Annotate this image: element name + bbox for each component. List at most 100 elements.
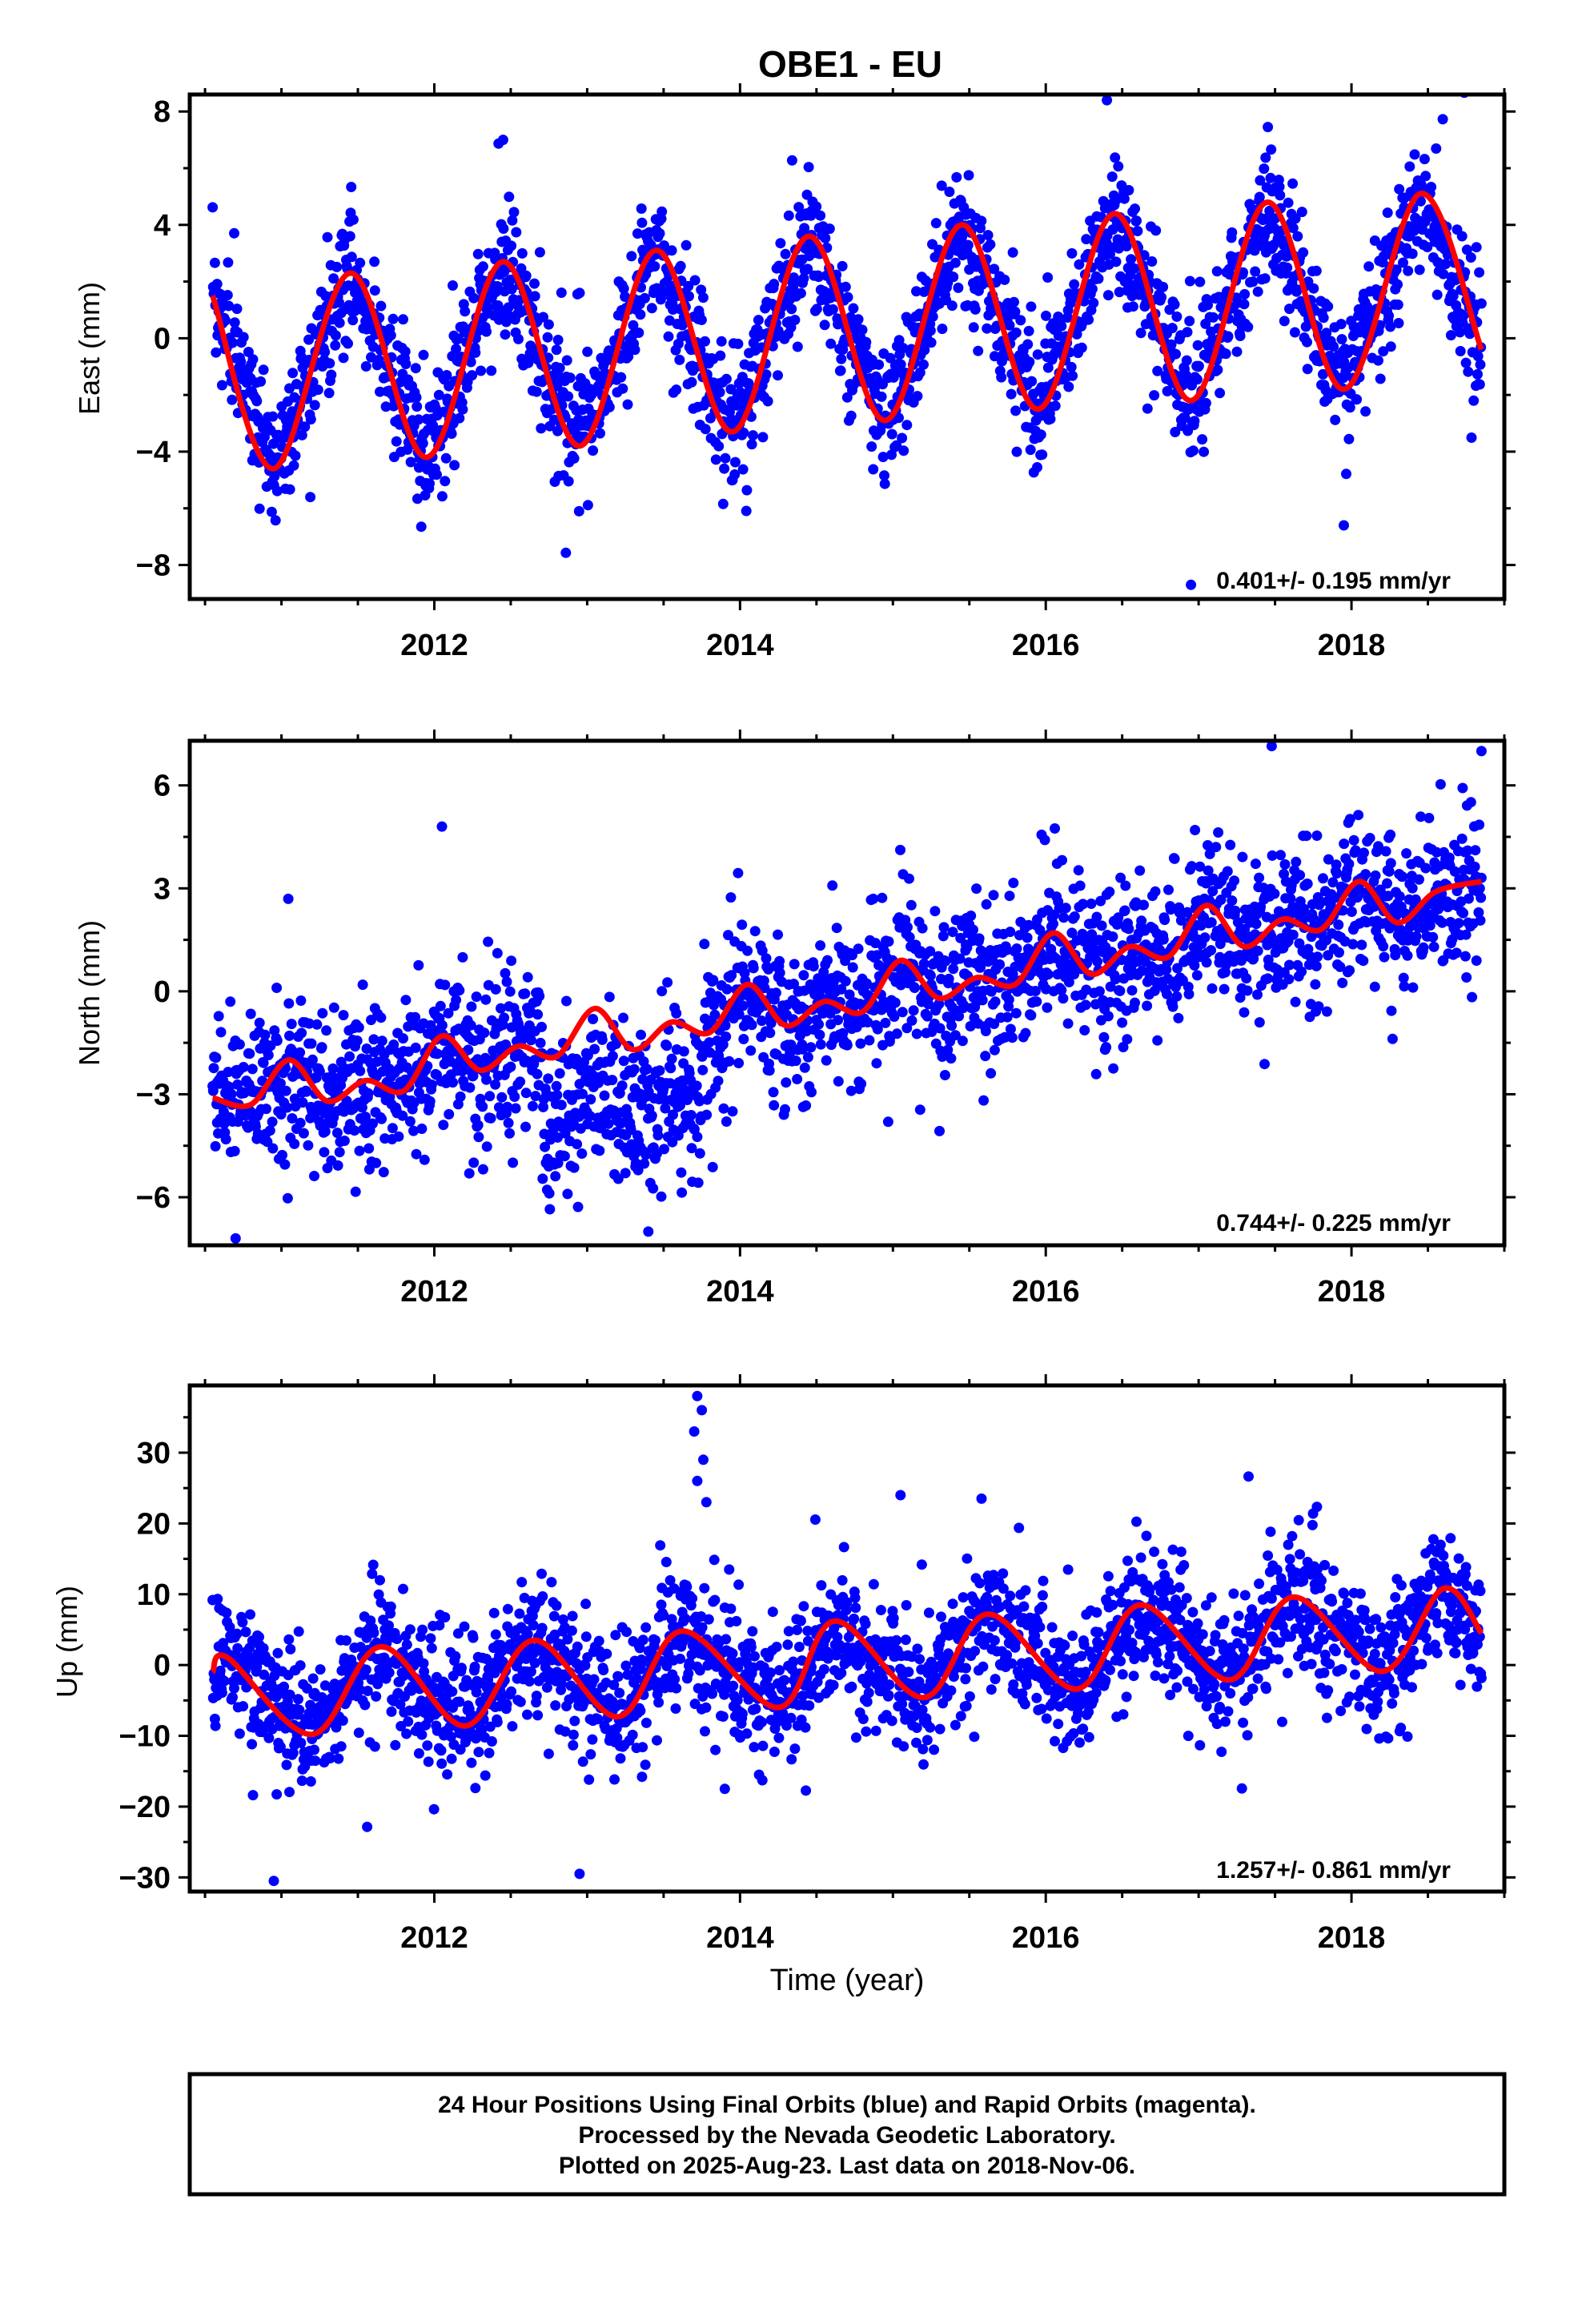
north-data-point: [1469, 861, 1480, 872]
north-data-point: [1460, 929, 1472, 940]
east-data-point: [1130, 203, 1140, 215]
north-data-point: [1078, 899, 1089, 910]
north-data-point: [331, 1128, 343, 1139]
east-data-point: [714, 387, 725, 398]
east-data-point: [1289, 327, 1300, 338]
east-data-point: [1110, 152, 1121, 163]
north-data-point: [306, 1038, 317, 1049]
east-y-tick-label: −8: [136, 549, 171, 583]
east-data-point: [391, 436, 402, 447]
east-data-point: [1067, 370, 1078, 381]
east-data-point: [926, 337, 937, 348]
north-data-point: [938, 922, 950, 933]
north-data-point: [799, 1062, 810, 1073]
east-data-point: [888, 372, 899, 383]
east-data-point: [963, 170, 974, 181]
north-data-point: [426, 1080, 437, 1090]
north-data-point: [353, 1022, 364, 1033]
up-data-point: [219, 1675, 230, 1687]
east-data-point: [1475, 359, 1486, 370]
east-data-point: [1041, 310, 1051, 321]
east-data-point: [436, 491, 448, 502]
north-data-point: [562, 1188, 573, 1200]
north-data-point: [737, 1000, 749, 1011]
east-data-point: [312, 384, 323, 396]
east-data-point: [1026, 376, 1038, 387]
north-data-point: [1159, 915, 1170, 926]
north-data-point: [889, 1011, 900, 1022]
east-data-point: [1279, 316, 1290, 327]
north-data-point: [632, 1164, 644, 1176]
east-data-point: [893, 335, 905, 346]
north-data-point: [707, 1161, 718, 1172]
up-data-point: [238, 1701, 249, 1712]
east-data-point: [400, 359, 412, 369]
up-data-point: [279, 1681, 290, 1692]
east-data-point: [338, 352, 349, 364]
north-data-point: [483, 936, 494, 947]
north-data-point: [410, 1011, 421, 1023]
east-data-point: [588, 445, 599, 456]
north-data-point: [295, 1047, 306, 1058]
north-data-point: [448, 1077, 458, 1088]
east-data-point: [1407, 248, 1418, 259]
east-data-point: [893, 412, 904, 424]
north-data-point: [356, 1102, 367, 1113]
north-data-point: [1096, 920, 1107, 931]
north-data-point: [808, 961, 819, 972]
north-panel: North (mm) 2012 2014 2016 2018−6−30360.744+…: [73, 730, 1516, 1309]
north-data-point: [280, 1085, 291, 1096]
north-data-point: [499, 1012, 510, 1023]
north-data-point: [801, 1024, 813, 1035]
up-data-point: [305, 1699, 316, 1711]
east-data-point: [266, 506, 277, 517]
north-data-point: [508, 1157, 519, 1168]
north-data-point: [1259, 1059, 1270, 1070]
east-data-point: [330, 340, 341, 351]
east-data-point: [1032, 462, 1042, 472]
east-data-point: [919, 344, 930, 356]
east-data-point: [803, 162, 814, 173]
east-data-point: [1170, 348, 1181, 360]
north-data-point: [840, 955, 851, 967]
north-data-point: [855, 1038, 866, 1049]
east-data-point: [970, 304, 981, 315]
north-data-point: [954, 953, 966, 964]
north-data-point: [948, 963, 959, 975]
north-data-point: [718, 1103, 729, 1114]
up-data-point: [283, 1634, 295, 1645]
north-data-point: [504, 986, 516, 997]
east-data-point: [957, 231, 968, 242]
north-data-point: [656, 986, 668, 997]
east-data-point: [720, 452, 731, 464]
north-data-point: [1431, 846, 1442, 858]
north-data-point: [977, 995, 988, 1006]
up-data-point: [302, 1683, 312, 1694]
north-data-point: [1407, 883, 1418, 894]
north-data-point: [934, 1023, 946, 1034]
east-data-point: [1460, 357, 1472, 368]
north-data-point: [880, 1017, 891, 1028]
north-data-point: [1411, 931, 1422, 942]
east-data-point: [330, 330, 341, 341]
north-data-point: [1186, 861, 1197, 872]
east-data-point: [1341, 468, 1351, 480]
east-data-point: [504, 191, 515, 203]
north-data-point: [438, 1120, 449, 1131]
east-data-point: [267, 411, 279, 422]
north-data-point: [717, 1039, 729, 1050]
north-data-point: [282, 1102, 293, 1113]
north-data-point: [628, 1063, 640, 1075]
up-data-point: [251, 1662, 263, 1673]
east-y-tick-label: 4: [154, 209, 171, 243]
north-data-point: [1042, 1002, 1053, 1013]
north-outlier-point: [643, 1226, 654, 1237]
east-data-point: [1212, 364, 1223, 376]
north-data-point: [556, 1100, 567, 1111]
north-data-point: [303, 1018, 315, 1029]
up-data-point: [296, 1775, 307, 1787]
north-data-point: [1314, 899, 1325, 911]
east-data-point: [715, 350, 726, 361]
north-data-point: [1266, 741, 1277, 752]
north-data-point: [455, 1091, 466, 1102]
